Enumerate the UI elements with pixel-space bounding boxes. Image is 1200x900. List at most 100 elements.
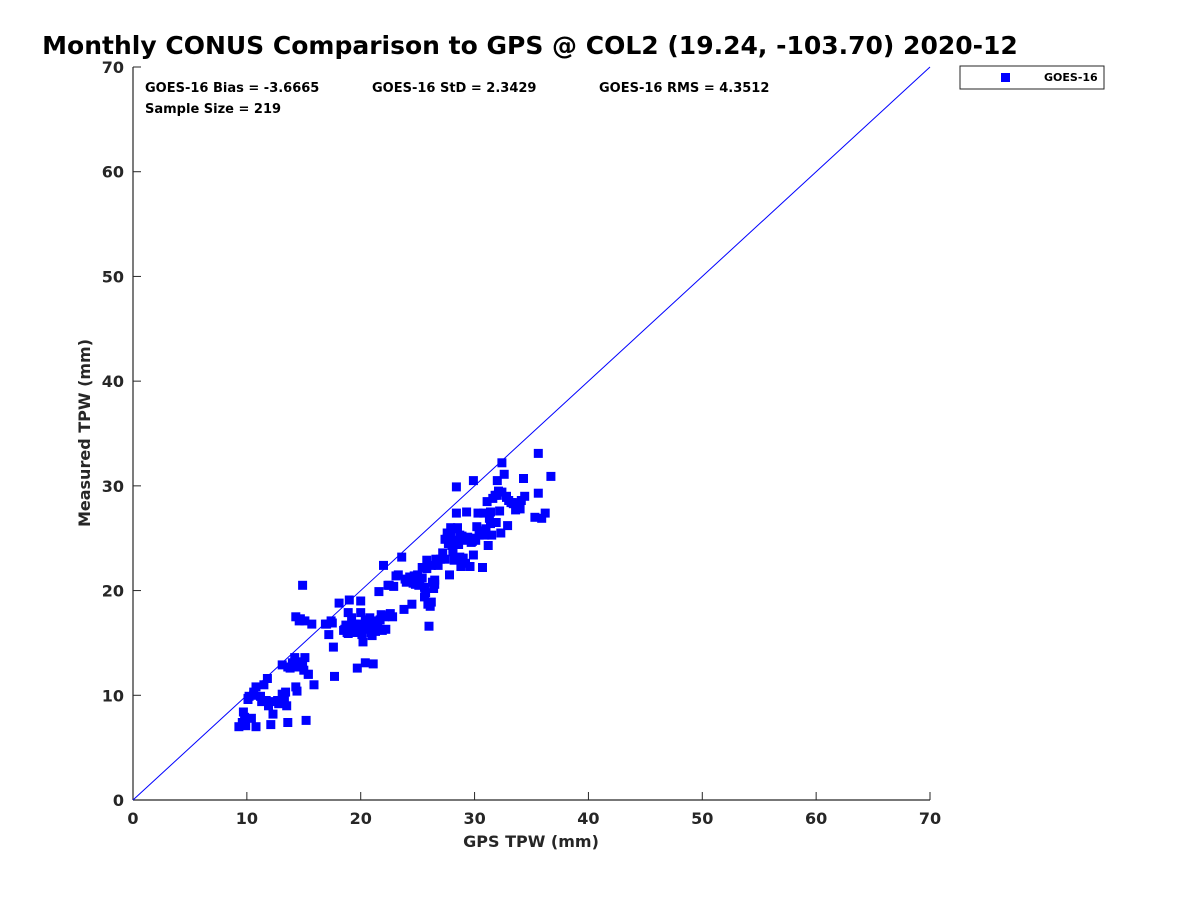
- data-point: [259, 680, 269, 690]
- data-point: [468, 550, 478, 560]
- data-point: [300, 616, 310, 626]
- data-point: [537, 513, 547, 523]
- data-point: [453, 523, 462, 533]
- data-point: [496, 528, 506, 538]
- data-point: [457, 557, 467, 567]
- data-point: [381, 624, 391, 634]
- x-tick-label: 0: [127, 809, 138, 828]
- data-point: [356, 596, 366, 606]
- data-point: [281, 687, 291, 697]
- data-point: [347, 613, 357, 623]
- x-tick-label: 60: [805, 809, 827, 828]
- data-point: [449, 555, 459, 565]
- y-tick-label: 10: [102, 686, 124, 705]
- data-point: [391, 571, 401, 581]
- data-point: [533, 448, 543, 458]
- data-point: [414, 580, 424, 590]
- data-point: [440, 554, 450, 564]
- x-tick-label: 20: [350, 809, 372, 828]
- data-point: [451, 508, 461, 518]
- data-point: [424, 621, 434, 631]
- data-point: [264, 701, 273, 711]
- data-point: [261, 696, 271, 705]
- data-point: [298, 580, 308, 590]
- data-point: [451, 482, 461, 492]
- data-point: [241, 721, 251, 731]
- data-point: [251, 682, 261, 692]
- legend-box: [959, 65, 1105, 90]
- x-tick-label: 50: [691, 809, 713, 828]
- data-point: [374, 587, 384, 597]
- data-point: [426, 560, 436, 570]
- data-point: [530, 512, 540, 522]
- data-point: [373, 622, 383, 632]
- data-point: [347, 626, 357, 636]
- data-point: [480, 530, 490, 540]
- data-point: [491, 518, 501, 527]
- data-point: [407, 599, 417, 609]
- data-point: [246, 713, 256, 723]
- data-point: [462, 507, 472, 517]
- data-point: [240, 712, 250, 722]
- x-tick-label: 40: [577, 809, 599, 828]
- data-point: [438, 548, 448, 558]
- data-point: [503, 521, 513, 531]
- data-point: [277, 660, 287, 670]
- data-point: [291, 612, 301, 622]
- data-point: [290, 653, 300, 663]
- data-point: [251, 722, 261, 732]
- data-point: [486, 519, 495, 529]
- data-point: [324, 630, 334, 640]
- stat-rms: GOES-16 RMS = 4.3512: [599, 81, 769, 96]
- data-point: [425, 601, 435, 611]
- data-point: [400, 574, 410, 584]
- legend: GOES-16: [959, 65, 1105, 90]
- data-point: [540, 508, 550, 518]
- data-point: [502, 491, 511, 501]
- data-point: [399, 604, 409, 614]
- data-point: [533, 488, 543, 498]
- data-point: [334, 598, 344, 608]
- data-point: [243, 695, 253, 704]
- y-axis-ticks: 0 10 20 30 40 50 60 70: [102, 58, 141, 810]
- data-point: [430, 579, 440, 589]
- data-point: [546, 471, 556, 481]
- y-tick-label: 30: [102, 477, 124, 496]
- plot-area: 0 10 20 30 40 50 60 70 0 10 20 30 40 50 60 70: [102, 58, 941, 828]
- y-tick-label: 40: [102, 372, 124, 391]
- data-point: [467, 536, 477, 546]
- x-axis-ticks: 0 10 20 30 40 50 60 70: [127, 792, 941, 828]
- data-point: [482, 497, 492, 507]
- data-point: [307, 619, 317, 629]
- data-point: [497, 487, 507, 497]
- x-tick-label: 10: [236, 809, 258, 828]
- data-point: [473, 508, 483, 518]
- data-point: [433, 560, 443, 570]
- data-point: [478, 563, 487, 572]
- data-point: [520, 491, 530, 501]
- data-point: [379, 560, 388, 570]
- data-point: [481, 524, 491, 534]
- stat-std: GOES-16 StD = 2.3429: [372, 81, 536, 96]
- y-tick-label: 60: [102, 163, 124, 182]
- data-point: [341, 620, 351, 630]
- data-point: [303, 669, 313, 679]
- data-point: [328, 642, 338, 652]
- data-point: [291, 682, 301, 692]
- data-point: [343, 608, 353, 618]
- data-point: [298, 657, 308, 667]
- data-point: [282, 701, 292, 711]
- data-point: [287, 658, 297, 668]
- data-point: [454, 540, 464, 549]
- data-point: [309, 680, 319, 690]
- data-point: [339, 625, 349, 635]
- data-point: [409, 571, 419, 581]
- data-point: [279, 695, 289, 704]
- data-point: [465, 562, 475, 571]
- data-point: [421, 588, 431, 598]
- data-point: [249, 690, 259, 700]
- data-points: [234, 448, 556, 732]
- data-point: [360, 658, 370, 668]
- y-tick-label: 70: [102, 58, 124, 77]
